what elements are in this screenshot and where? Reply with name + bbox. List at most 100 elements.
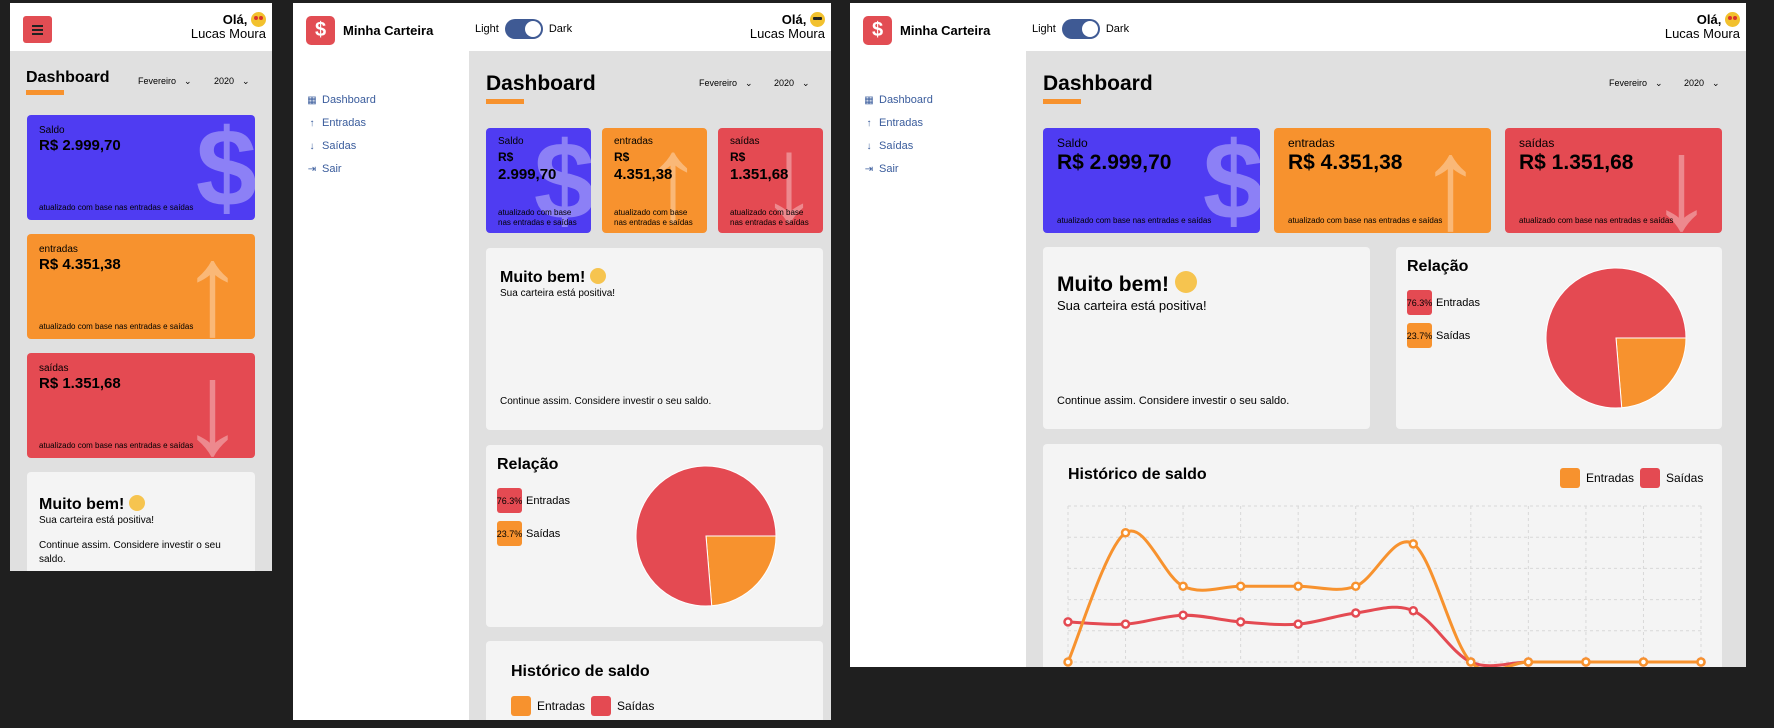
theme-switch[interactable]: Light Dark [475, 19, 572, 39]
income-card: ↑ entradas R$ 4.351,38 atualizado com ba… [602, 128, 707, 233]
user-greeting: Olá, Lucas Moura [1664, 12, 1740, 41]
hamburger-menu-button[interactable] [23, 16, 52, 43]
theme-toggle[interactable] [1061, 19, 1100, 39]
arrow-down-icon: ↓ [309, 140, 315, 152]
dollar-icon: $ [195, 115, 255, 220]
heart-eyes-emoji-icon [1725, 12, 1740, 27]
data-point-entradas [1178, 581, 1188, 591]
year-select[interactable]: 2020 ⌄ [214, 76, 250, 86]
data-point-saídas [1350, 608, 1361, 618]
menu-item-dashboard[interactable]: ▦ Dashboard [307, 94, 376, 106]
menu-item-saidas[interactable]: ↓ Saídas [864, 140, 914, 152]
data-point-entradas [1523, 657, 1534, 667]
data-point-entradas [1063, 657, 1073, 667]
tablet-content: Dashboard Fevereiro ⌄ 2020 ⌄ $ Saldo R$ 2.… [469, 51, 831, 720]
data-point-entradas [1581, 657, 1591, 667]
grid-icon: ▦ [864, 94, 874, 106]
user-greeting: Olá, Lucas Moura [749, 12, 825, 41]
expense-card: ↓ saídas R$ 1.351,68 atualizado com base… [718, 128, 823, 233]
data-point-saídas [1293, 619, 1303, 629]
pie-slice-entradas [635, 465, 777, 607]
smile-emoji-icon [128, 495, 145, 511]
menu-item-sair[interactable]: ⇥ Sair [307, 163, 342, 175]
expense-card: ↓ saídas R$ 1.351,68 atualizado com base… [1505, 128, 1722, 233]
sunglasses-emoji-icon [810, 12, 825, 27]
series-line-entradas [1066, 529, 1701, 667]
theme-toggle[interactable] [504, 19, 543, 39]
message-panel: Muito bem! Sua carteira está positiva! C… [486, 248, 823, 430]
arrow-down-icon: ↓ [180, 353, 245, 458]
legend-entradas: 76.3% Entradas [497, 488, 570, 513]
user-name: Lucas Moura [190, 26, 266, 41]
relation-panel: Relação 76.3% Entradas 23.7% Saídas [486, 445, 823, 627]
history-legend-saidas: Saídas [1640, 468, 1703, 488]
balance-card: $ Saldo R$ 2.999,70 atualizado com base … [27, 115, 255, 220]
month-select[interactable]: Fevereiro ⌄ [138, 76, 192, 86]
exit-icon: ⇥ [864, 163, 874, 175]
menu-item-dashboard[interactable]: ▦ Dashboard [864, 94, 933, 106]
data-point-entradas [1638, 657, 1649, 667]
menu-item-saidas[interactable]: ↓ Saídas [307, 140, 357, 152]
balance-card: $ Saldo R$ 2.999,70 atualizado com base … [1043, 128, 1260, 233]
data-point-entradas [1350, 581, 1361, 591]
history-panel: Histórico de saldo Entradas Saídas Jan Fe… [1043, 444, 1722, 667]
menu-item-entradas[interactable]: ↑ Entradas [864, 117, 924, 129]
desktop-content: Dashboard Fevereiro ⌄ 2020 ⌄ $ Saldo R$ 2.… [1026, 51, 1746, 667]
expense-card: ↓ saídas R$ 1.351,68 atualizado com base… [27, 353, 255, 458]
income-card: ↑ entradas R$ 4.351,38 atualizado com ba… [1274, 128, 1491, 233]
data-point-entradas [1408, 539, 1419, 549]
legend-saidas: 23.7% Saídas [497, 521, 560, 546]
user-greeting: Olá, Lucas Moura [191, 12, 266, 41]
pie-slice-saídas [1615, 337, 1687, 409]
mobile-frame: Olá, Lucas Moura Dashboard Fevereiro ⌄ 20… [10, 3, 272, 571]
pie-slice-saídas [705, 535, 777, 607]
pie-slice-entradas [1545, 267, 1687, 409]
data-point-saídas [1235, 617, 1246, 627]
app-name: Minha Carteira [900, 23, 991, 38]
income-card: ↑ entradas R$ 4.351,38 atualizado com ba… [27, 234, 255, 339]
message-panel: Muito bem! Sua carteira está positiva! C… [27, 472, 255, 571]
series-line-saídas [1067, 605, 1701, 667]
data-point-entradas [1696, 657, 1706, 667]
relation-pie-chart [1545, 267, 1687, 409]
relation-pie-chart [635, 465, 777, 607]
brand[interactable]: $ Minha Carteira [863, 16, 990, 45]
dollar-logo-icon: $ [863, 16, 892, 45]
data-point-saídas [1120, 619, 1131, 629]
month-select[interactable]: Fevereiro ⌄ [699, 78, 753, 88]
theme-switch[interactable]: Light Dark [1032, 19, 1129, 39]
tablet-frame: $ Minha Carteira Light Dark Olá, Lucas Mo… [293, 3, 831, 720]
smile-emoji-icon [589, 268, 606, 284]
page-title: Dashboard [26, 69, 110, 95]
tablet-topbar: $ Minha Carteira Light Dark Olá, Lucas Mo… [293, 3, 831, 51]
mobile-topbar: Olá, Lucas Moura [10, 3, 272, 51]
app-name: Minha Carteira [343, 23, 434, 38]
history-legend-entradas: Entradas [511, 696, 585, 716]
data-point-entradas [1235, 581, 1246, 591]
data-point-entradas [1293, 581, 1303, 591]
data-point-saídas [1063, 617, 1073, 627]
year-select[interactable]: 2020 ⌄ [1684, 78, 1720, 88]
heart-eyes-emoji-icon [251, 12, 266, 27]
grid-icon: ▦ [307, 94, 317, 106]
month-select[interactable]: Fevereiro ⌄ [1609, 78, 1663, 88]
history-line-chart: Jan Fev Mar Abr Mai Jun Jul Ago Set Out Nov Dez [1063, 505, 1706, 667]
data-point-entradas [1466, 657, 1476, 667]
data-point-entradas [1120, 527, 1131, 538]
legend-saidas: 23.7% Saídas [1407, 323, 1470, 348]
brand[interactable]: $ Minha Carteira [306, 16, 433, 45]
arrow-down-icon: ↓ [866, 140, 872, 152]
arrow-up-icon: ↑ [866, 117, 872, 129]
data-point-saídas [1178, 610, 1188, 620]
chevron-down-icon: ⌄ [184, 76, 192, 86]
year-select[interactable]: 2020 ⌄ [774, 78, 810, 88]
desktop-frame: $ Minha Carteira Light Dark Olá, Lucas Mo… [850, 3, 1746, 667]
history-legend-saidas: Saídas [591, 696, 654, 716]
smile-emoji-icon [1174, 271, 1197, 293]
chevron-down-icon: ⌄ [242, 76, 250, 86]
menu-item-entradas[interactable]: ↑ Entradas [307, 117, 367, 129]
history-legend-entradas: Entradas [1560, 468, 1634, 488]
menu-item-sair[interactable]: ⇥ Sair [864, 163, 899, 175]
relation-panel: Relação 76.3% Entradas 23.7% Saídas [1396, 247, 1722, 429]
desktop-topbar: $ Minha Carteira Light Dark Olá, Lucas Mo… [850, 3, 1746, 51]
